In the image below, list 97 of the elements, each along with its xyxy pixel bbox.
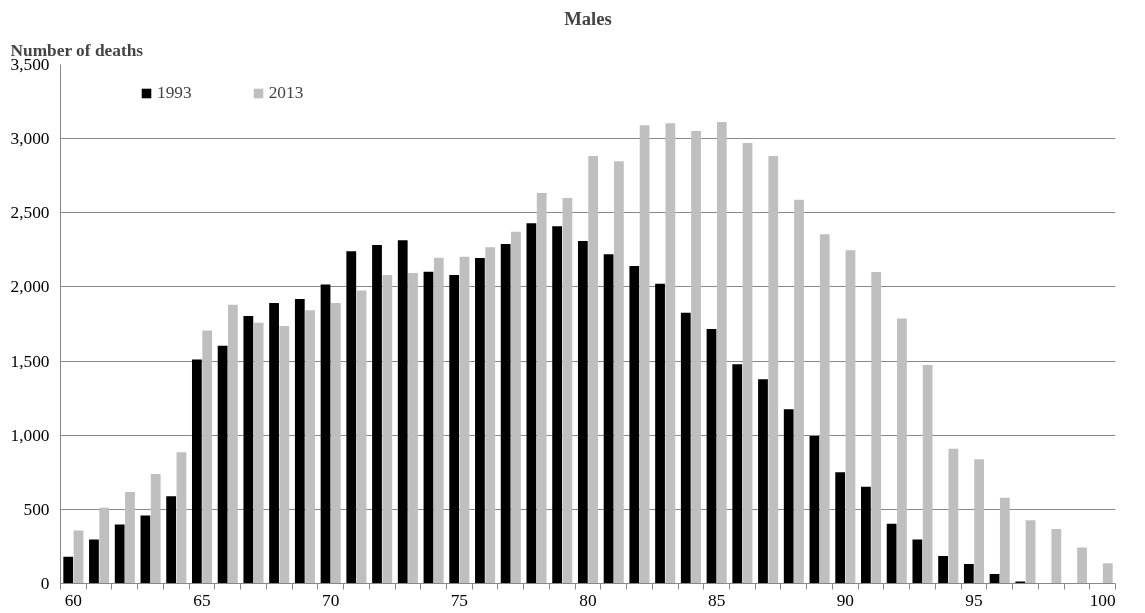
bar <box>217 345 228 584</box>
bar <box>871 271 882 584</box>
bar <box>1015 581 1026 584</box>
x-tick-label: 80 <box>579 590 597 610</box>
bar <box>897 318 907 584</box>
bar <box>372 245 382 584</box>
x-tick-label: 60 <box>64 590 83 610</box>
bar <box>397 240 408 584</box>
bar <box>974 459 985 584</box>
bar <box>269 303 279 584</box>
bar <box>1025 520 1036 584</box>
bar <box>732 364 743 584</box>
legend-label: 1993 <box>157 83 192 103</box>
bar <box>99 507 110 584</box>
bar <box>253 322 264 584</box>
bar <box>613 161 624 584</box>
bar <box>63 556 74 584</box>
bar <box>433 257 444 584</box>
x-tick-label: 100 <box>1089 590 1116 610</box>
bar <box>176 452 187 584</box>
bar <box>243 315 254 584</box>
bar <box>603 254 614 584</box>
bar <box>449 275 460 584</box>
bar <box>526 223 537 584</box>
bar <box>706 328 717 584</box>
bar <box>835 472 846 584</box>
y-tick-label: 3,000 <box>10 129 50 149</box>
bar <box>768 155 779 584</box>
bar <box>716 121 727 584</box>
bar <box>742 143 753 584</box>
bar <box>150 473 161 584</box>
bar <box>485 247 496 584</box>
bar <box>228 304 238 584</box>
bar <box>125 492 135 584</box>
x-tick-label: 75 <box>450 590 469 610</box>
bar <box>1077 547 1087 584</box>
bar <box>279 326 290 584</box>
bar <box>356 290 367 584</box>
bar <box>511 231 521 584</box>
y-tick-label: 0 <box>40 574 50 593</box>
bar <box>922 364 933 584</box>
bar <box>588 155 599 584</box>
bar <box>758 379 768 584</box>
bar <box>912 539 923 584</box>
x-tick-label: 85 <box>707 590 726 610</box>
bar <box>691 130 701 584</box>
x-tick-label: 95 <box>965 590 983 610</box>
bar <box>861 486 871 584</box>
bar <box>938 555 948 584</box>
y-tick-label: 1,500 <box>10 351 50 371</box>
bar <box>475 258 485 584</box>
bar <box>819 234 830 584</box>
y-tick-label: 500 <box>23 499 50 519</box>
bar <box>562 197 573 584</box>
bar <box>680 312 691 584</box>
y-tick-label: 2,000 <box>10 277 50 297</box>
bar <box>191 359 202 584</box>
bar <box>639 125 650 584</box>
bar <box>408 272 418 584</box>
bar <box>999 497 1010 584</box>
bar <box>655 283 665 584</box>
bar <box>382 275 393 584</box>
bar <box>73 530 84 584</box>
bar <box>794 199 804 584</box>
x-tick-label: 90 <box>836 590 854 610</box>
bar <box>140 515 151 584</box>
bar <box>552 226 563 584</box>
y-tick-label: 2,500 <box>10 203 50 223</box>
y-tick-label: 1,000 <box>10 425 50 445</box>
bar <box>963 563 974 584</box>
bar <box>845 250 856 584</box>
bar <box>1102 563 1113 584</box>
bar <box>294 298 305 584</box>
bar <box>423 271 434 584</box>
bar <box>346 251 357 584</box>
bar <box>629 266 640 584</box>
bar <box>89 539 99 584</box>
chart-title: Males <box>564 7 612 29</box>
bar <box>783 409 794 584</box>
bar <box>114 524 125 584</box>
bar <box>886 523 897 584</box>
bar <box>665 123 676 584</box>
bar <box>305 310 315 584</box>
bar <box>809 436 820 584</box>
x-tick-label: 70 <box>322 590 340 610</box>
bar <box>536 193 547 584</box>
bar <box>948 448 959 584</box>
x-tick-label: 65 <box>193 590 211 610</box>
bar <box>202 330 213 584</box>
legend-label: 2013 <box>268 83 304 103</box>
bar <box>166 496 177 584</box>
bar <box>500 244 511 584</box>
bar <box>459 256 470 584</box>
bar <box>577 240 588 584</box>
bar <box>1051 529 1062 584</box>
bar <box>330 303 341 584</box>
bar <box>320 284 331 584</box>
